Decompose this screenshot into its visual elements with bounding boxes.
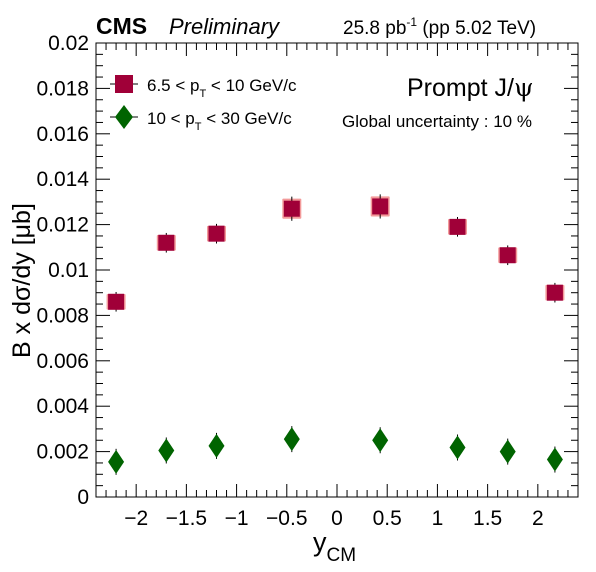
x-tick-label: 0	[331, 507, 343, 530]
x-tick-label: 2	[532, 507, 544, 530]
x-tick-label: −1.5	[166, 507, 207, 530]
status-label: Preliminary	[169, 14, 281, 39]
axis-tick-labels: −2 −1.5 −1 −0.5 0 0.5 1 1.5 2 0 0.002 0.004 0.006 0.0…	[36, 32, 543, 530]
lumi-label: 25.8 pb-1 (pp 5.02 TeV)	[343, 15, 536, 39]
y-tick-label: 0.016	[36, 123, 89, 146]
y-tick-label: 0.02	[48, 32, 89, 55]
marker-series-2	[546, 447, 563, 472]
legend-marker-series-1	[115, 75, 133, 93]
x-tick-label: 1.5	[473, 507, 502, 530]
marker-series-2	[499, 439, 516, 464]
legend-marker-series-2	[115, 105, 133, 129]
y-tick-label: 0.014	[36, 168, 89, 191]
y-tick-label: 0.018	[36, 77, 89, 100]
y-tick-label: 0.01	[48, 259, 89, 282]
x-axis-title: yCM	[313, 527, 356, 566]
process-label: Prompt J/ψ	[407, 73, 534, 102]
y-axis-title: B x dσ/dy [μb]	[8, 203, 36, 358]
marker-series-1	[546, 284, 563, 301]
x-tick-label: 0.5	[373, 507, 402, 530]
marker-series-1	[449, 218, 466, 235]
y-tick-label: 0.006	[36, 350, 89, 373]
y-tick-label: 0.008	[36, 304, 89, 327]
legend: 6.5 < pT < 10 GeV/c 10 < pT < 30 GeV/c	[110, 75, 297, 133]
axis-ticks	[96, 42, 579, 498]
y-tick-label: 0.004	[36, 395, 89, 418]
global-uncertainty-label: Global uncertainty : 10 %	[342, 112, 532, 131]
marker-series-2	[108, 449, 125, 474]
x-tick-label: −2	[124, 507, 148, 530]
y-tick-label: 0	[77, 486, 89, 509]
y-tick-label: 0.002	[36, 441, 89, 464]
marker-series-1	[283, 200, 300, 217]
data-points	[106, 194, 565, 475]
marker-series-1	[372, 198, 389, 215]
marker-series-2	[449, 435, 466, 460]
x-tick-label: −1	[225, 507, 249, 530]
y-tick-label: 0.012	[36, 214, 89, 237]
marker-series-1	[158, 234, 175, 251]
marker-series-2	[372, 428, 389, 453]
marker-series-2	[158, 438, 175, 463]
marker-series-1	[108, 293, 125, 310]
marker-series-1	[208, 225, 225, 242]
experiment-label: CMS	[96, 13, 147, 39]
x-tick-label: 1	[432, 507, 444, 530]
marker-series-2	[283, 427, 300, 452]
legend-label-series-1: 6.5 < pT < 10 GeV/c	[147, 76, 297, 100]
legend-label-series-2: 10 < pT < 30 GeV/c	[147, 109, 292, 133]
marker-series-2	[208, 433, 225, 458]
x-tick-label: −0.5	[266, 507, 307, 530]
marker-series-1	[499, 247, 516, 264]
